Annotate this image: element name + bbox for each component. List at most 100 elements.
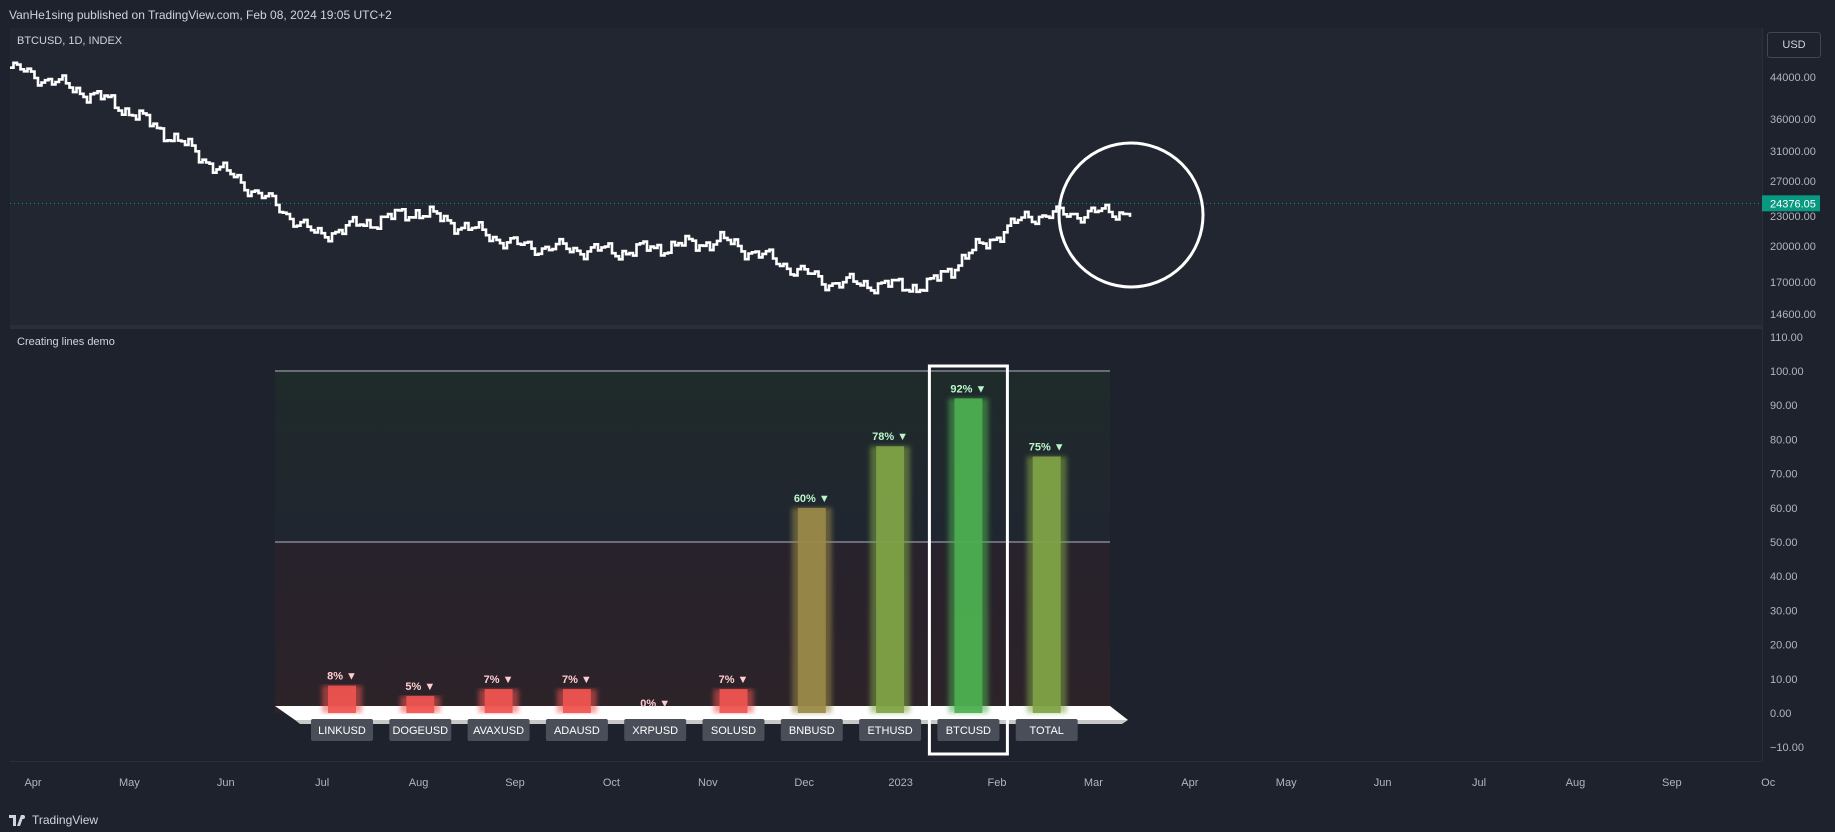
category-tag-bg — [624, 719, 687, 741]
indicator-pane-title: Creating lines demo — [17, 336, 115, 348]
category-label: LINKUSD — [318, 725, 366, 737]
indicator-axis-tick: 50.00 — [1770, 537, 1798, 549]
indicator-axis-tick: 60.00 — [1770, 503, 1798, 515]
highlight-box — [927, 364, 1009, 756]
price-axis-tick: 36000.00 — [1770, 114, 1816, 126]
time-axis-label: Aug — [409, 777, 429, 789]
axis-labels: 44000.00 36000.00 31000.00 27000.00 23000.00… — [24, 72, 1820, 789]
category-tag-bg — [311, 719, 373, 741]
bar-value-label: 0% ▼ — [640, 698, 670, 710]
time-axis-label: Feb — [988, 777, 1007, 789]
bar-linkusd — [328, 685, 356, 713]
time-axis-label: Mar — [1084, 777, 1103, 789]
category-label: TOTAL — [1029, 725, 1063, 737]
indicator-plot: 8% ▼ LINKUSD 5% ▼ DOGEUSD 7% ▼ AVAXUSD 7% ▼ ADA… — [275, 364, 1128, 756]
category-label: XRPUSD — [632, 725, 678, 737]
category-tag-bg — [702, 719, 765, 741]
footer-brand[interactable]: TradingView — [32, 813, 99, 827]
time-axis-label: Nov — [698, 777, 718, 789]
price-axis-tick: 27000.00 — [1770, 176, 1816, 188]
category-tag-bg — [859, 719, 922, 741]
price-axis-tick: 20000.00 — [1770, 241, 1816, 253]
bar-ethusd — [876, 446, 905, 713]
publish-info: VanHe1sing published on TradingView.com,… — [9, 8, 392, 22]
price-axis-tick: 31000.00 — [1770, 146, 1816, 158]
indicator-axis-tick: 80.00 — [1770, 434, 1798, 446]
category-label: BTCUSD — [946, 725, 991, 737]
time-axis-label: Aug — [1566, 777, 1586, 789]
time-axis-label: Oc — [1761, 777, 1776, 789]
price-axis[interactable] — [1762, 28, 1835, 761]
indicator-axis-tick: 90.00 — [1770, 400, 1798, 412]
price-axis-tick: 17000.00 — [1770, 277, 1816, 289]
category-tag-bg — [467, 719, 530, 741]
last-price-label: 24376.05 — [1770, 198, 1816, 210]
time-axis-label: Apr — [24, 777, 41, 789]
bar-value-label: 7% ▼ — [719, 674, 749, 686]
pane-separator[interactable] — [10, 325, 1762, 329]
category-tag-bg — [1015, 719, 1078, 741]
time-axis-label: Sep — [1662, 777, 1682, 789]
footer: TradingView — [0, 805, 1835, 832]
category-label: DOGEUSD — [392, 725, 448, 737]
bar-value-label: 60% ▼ — [794, 493, 830, 505]
time-axis-label: May — [119, 777, 140, 789]
time-axis-label: Apr — [1181, 777, 1198, 789]
bar-value-label: 75% ▼ — [1029, 442, 1065, 454]
category-tag-bg — [780, 719, 843, 741]
category-tag-bg — [389, 719, 452, 741]
indicator-axis-tick: 0.00 — [1770, 708, 1791, 720]
category-label: BNBUSD — [789, 725, 835, 737]
bar-value-label: 7% ▼ — [484, 674, 514, 686]
time-axis-label: Sep — [505, 777, 525, 789]
time-axis[interactable] — [10, 761, 1762, 806]
time-axis-label: Oct — [603, 777, 620, 789]
price-pane[interactable] — [10, 28, 1762, 325]
bar-value-label: 92% ▼ — [950, 383, 986, 395]
price-pane-title: BTCUSD, 1D, INDEX — [17, 35, 123, 47]
tradingview-logo-icon — [9, 815, 25, 826]
category-label: SOLUSD — [711, 725, 756, 737]
time-axis-label: Jun — [217, 777, 235, 789]
price-axis-tick: 14600.00 — [1770, 309, 1816, 321]
indicator-axis-tick: 110.00 — [1770, 332, 1803, 344]
bar-value-label: 5% ▼ — [405, 681, 435, 693]
btcusd-price-line — [10, 61, 1132, 295]
time-axis-label: 2023 — [888, 777, 912, 789]
price-axis-tick: 23000.00 — [1770, 211, 1816, 223]
time-axis-label: Jul — [315, 777, 329, 789]
category-tag-bg — [545, 719, 608, 741]
bar-value-label: 78% ▼ — [872, 431, 908, 443]
indicator-axis-tick: 70.00 — [1770, 469, 1798, 481]
indicator-axis-tick: −10.00 — [1770, 742, 1804, 754]
bar-dogeusd — [406, 695, 435, 713]
indicator-axis-tick: 10.00 — [1770, 674, 1798, 686]
indicator-axis-tick: 20.00 — [1770, 640, 1798, 652]
bar-solusd — [719, 689, 748, 713]
publish-bar: VanHe1sing published on TradingView.com,… — [0, 0, 1835, 28]
bar-avaxusd — [484, 689, 513, 713]
annotation-circle — [1057, 141, 1205, 289]
time-axis-label: Jul — [1472, 777, 1486, 789]
category-label: AVAXUSD — [473, 725, 524, 737]
bar-bnbusd — [797, 507, 826, 713]
category-label: ADAUSD — [554, 725, 600, 737]
time-axis-label: Dec — [794, 777, 814, 789]
time-axis-label: Jun — [1374, 777, 1392, 789]
bar-total — [1032, 456, 1061, 713]
category-tag-bg — [937, 719, 1000, 741]
time-axis-label: May — [1276, 777, 1297, 789]
indicator-axis-tick: 30.00 — [1770, 605, 1798, 617]
bar-value-label: 7% ▼ — [562, 674, 592, 686]
price-plot — [10, 61, 1762, 295]
indicator-axis-tick: 40.00 — [1770, 571, 1798, 583]
indicator-axis-tick: 100.00 — [1770, 366, 1804, 378]
bar-value-label: 8% ▼ — [327, 671, 357, 683]
category-label: ETHUSD — [867, 725, 912, 737]
price-axis-tick: 44000.00 — [1770, 72, 1816, 84]
last-price-tag — [1762, 195, 1820, 212]
currency-button[interactable]: USD — [1767, 32, 1821, 58]
bar-adausd — [562, 689, 591, 713]
bar-btcusd — [954, 398, 983, 713]
